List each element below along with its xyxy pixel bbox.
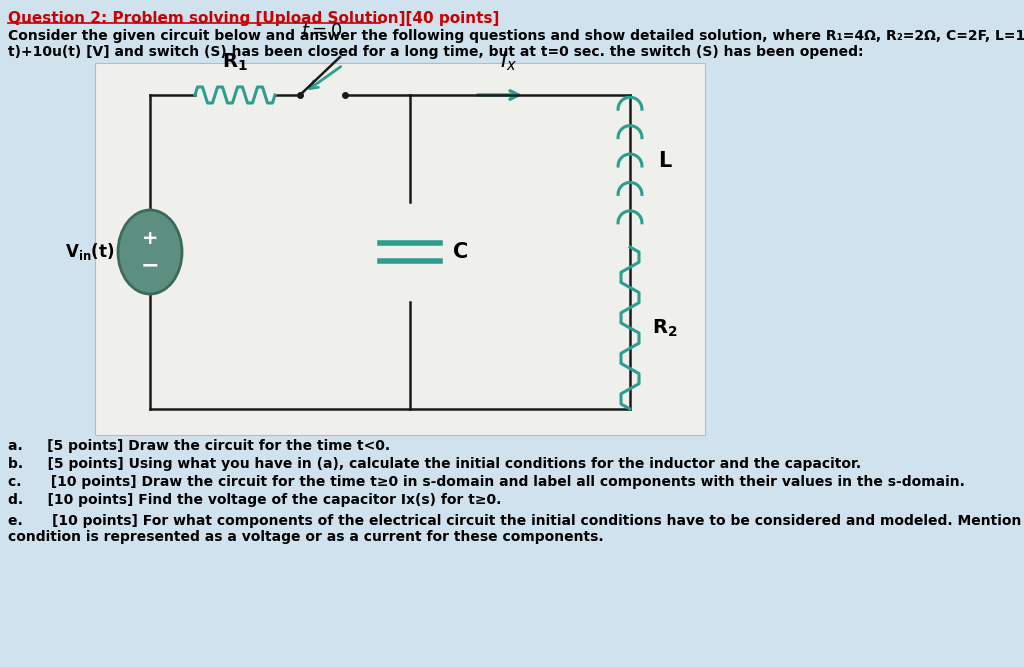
Text: a.     [5 points] Draw the circuit for the time t<0.: a. [5 points] Draw the circuit for the t… bbox=[8, 439, 390, 453]
Text: −: − bbox=[140, 255, 160, 275]
Text: $\mathbf{L}$: $\mathbf{L}$ bbox=[658, 151, 673, 171]
Text: Consider the given circuit below and answer the following questions and show det: Consider the given circuit below and ans… bbox=[8, 29, 1024, 43]
Text: $\mathbf{C}$: $\mathbf{C}$ bbox=[452, 242, 468, 262]
Text: $\mathbf{R_2}$: $\mathbf{R_2}$ bbox=[652, 317, 678, 339]
Text: $\mathbf{V_{in}(t)}$: $\mathbf{V_{in}(t)}$ bbox=[66, 241, 115, 263]
Text: $t = 0$: $t = 0$ bbox=[301, 22, 343, 40]
Text: c.      [10 points] Draw the circuit for the time t≥0 in s-domain and label all : c. [10 points] Draw the circuit for the … bbox=[8, 475, 965, 489]
Text: $\mathit{I_x}$: $\mathit{I_x}$ bbox=[500, 49, 516, 73]
FancyArrowPatch shape bbox=[310, 67, 341, 89]
Text: Question 2: Problem solving [Upload Solution][40 points]: Question 2: Problem solving [Upload Solu… bbox=[8, 11, 500, 26]
Text: $\mathbf{R_1}$: $\mathbf{R_1}$ bbox=[222, 52, 248, 73]
Text: condition is represented as a voltage or as a current for these components.: condition is represented as a voltage or… bbox=[8, 530, 603, 544]
Text: d.     [10 points] Find the voltage of the capacitor Ix(s) for t≥0.: d. [10 points] Find the voltage of the c… bbox=[8, 493, 502, 507]
FancyArrowPatch shape bbox=[478, 91, 518, 99]
FancyBboxPatch shape bbox=[95, 63, 705, 435]
Text: e.      [10 points] For what components of the electrical circuit the initial co: e. [10 points] For what components of th… bbox=[8, 514, 1024, 528]
Text: b.     [5 points] Using what you have in (a), calculate the initial conditions f: b. [5 points] Using what you have in (a)… bbox=[8, 457, 861, 471]
Text: t)+10u(t) [V] and switch (S) has been closed for a long time, but at t=0 sec. th: t)+10u(t) [V] and switch (S) has been cl… bbox=[8, 45, 863, 59]
Ellipse shape bbox=[118, 210, 182, 294]
Text: +: + bbox=[141, 229, 159, 249]
